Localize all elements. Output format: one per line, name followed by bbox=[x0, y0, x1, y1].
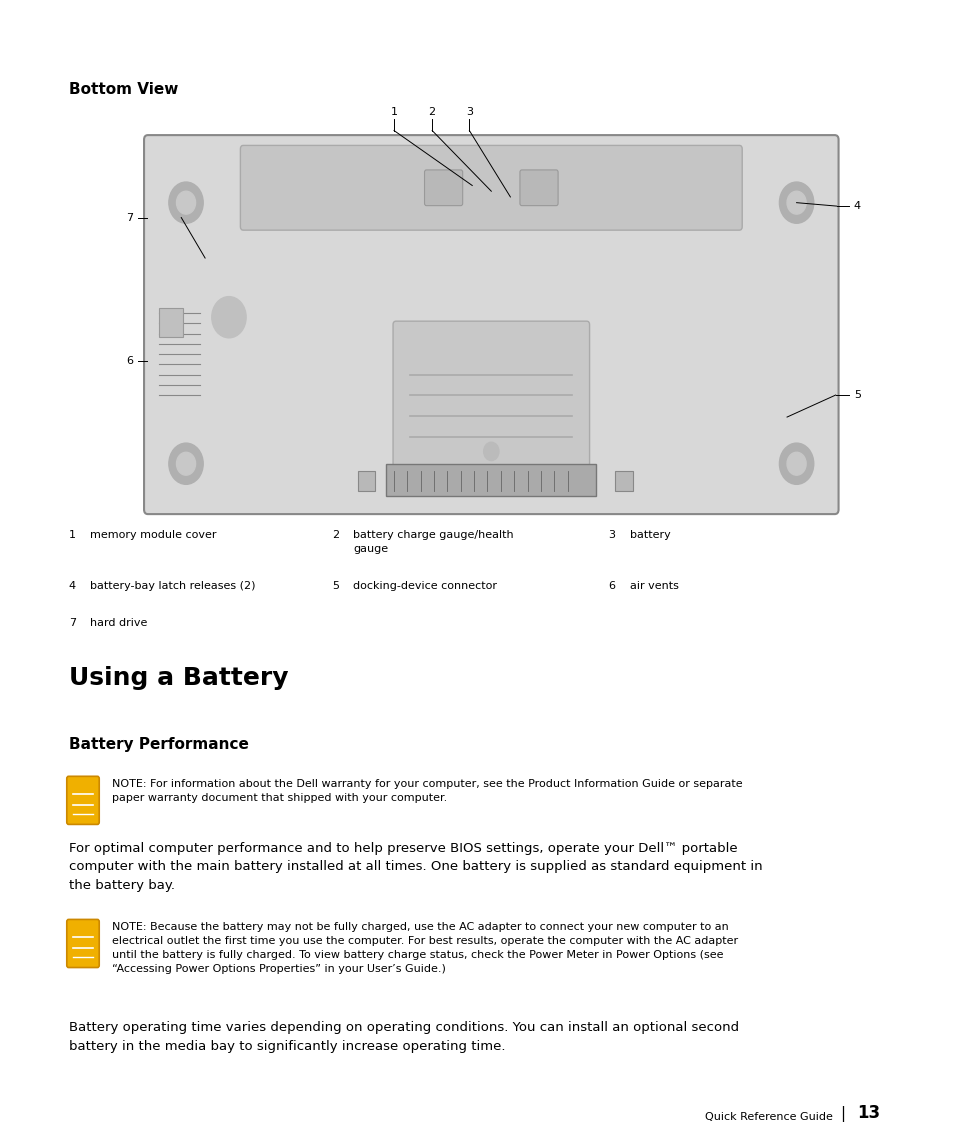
Circle shape bbox=[779, 443, 813, 484]
Text: air vents: air vents bbox=[629, 581, 678, 591]
Bar bbox=[357, 471, 375, 491]
FancyBboxPatch shape bbox=[393, 321, 589, 468]
FancyBboxPatch shape bbox=[67, 776, 99, 824]
Text: hard drive: hard drive bbox=[90, 618, 147, 629]
FancyBboxPatch shape bbox=[519, 169, 558, 206]
Text: 6: 6 bbox=[127, 356, 133, 365]
Text: For optimal computer performance and to help preserve BIOS settings, operate you: For optimal computer performance and to … bbox=[69, 842, 761, 892]
Text: 2: 2 bbox=[332, 530, 338, 540]
Text: 5: 5 bbox=[332, 581, 338, 591]
Text: NOTE: Because the battery may not be fully charged, use the AC adapter to connec: NOTE: Because the battery may not be ful… bbox=[112, 922, 737, 973]
Circle shape bbox=[176, 452, 195, 475]
Text: Battery Performance: Battery Performance bbox=[69, 737, 249, 752]
Text: 1: 1 bbox=[69, 530, 75, 540]
Text: NOTE: For information about the Dell warranty for your computer, see the Product: NOTE: For information about the Dell war… bbox=[112, 779, 741, 803]
FancyBboxPatch shape bbox=[424, 169, 462, 206]
Text: memory module cover: memory module cover bbox=[90, 530, 216, 540]
Text: 5: 5 bbox=[853, 390, 860, 400]
FancyBboxPatch shape bbox=[240, 145, 741, 230]
Circle shape bbox=[169, 182, 203, 223]
Circle shape bbox=[169, 443, 203, 484]
Bar bbox=[386, 464, 596, 496]
Bar bbox=[159, 308, 183, 337]
Text: 6: 6 bbox=[608, 581, 615, 591]
Text: 3: 3 bbox=[465, 106, 473, 117]
Text: 13: 13 bbox=[857, 1104, 880, 1122]
Text: battery-bay latch releases (2): battery-bay latch releases (2) bbox=[90, 581, 254, 591]
Text: |: | bbox=[840, 1106, 844, 1122]
Circle shape bbox=[779, 182, 813, 223]
Text: Battery operating time varies depending on operating conditions. You can install: Battery operating time varies depending … bbox=[69, 1021, 738, 1053]
Text: docking-device connector: docking-device connector bbox=[353, 581, 497, 591]
Circle shape bbox=[483, 442, 498, 460]
Text: 7: 7 bbox=[69, 618, 75, 629]
Text: 1: 1 bbox=[390, 106, 397, 117]
Circle shape bbox=[786, 452, 805, 475]
Text: 4: 4 bbox=[69, 581, 75, 591]
Text: Quick Reference Guide: Quick Reference Guide bbox=[704, 1112, 832, 1122]
Text: 2: 2 bbox=[428, 106, 436, 117]
Text: battery: battery bbox=[629, 530, 670, 540]
Text: 4: 4 bbox=[853, 202, 860, 211]
Text: 7: 7 bbox=[127, 213, 133, 222]
Bar bbox=[615, 471, 632, 491]
FancyBboxPatch shape bbox=[67, 919, 99, 968]
Text: Using a Battery: Using a Battery bbox=[69, 666, 288, 690]
Text: battery charge gauge/health
gauge: battery charge gauge/health gauge bbox=[353, 530, 513, 554]
Circle shape bbox=[176, 191, 195, 214]
Text: 3: 3 bbox=[608, 530, 615, 540]
Circle shape bbox=[212, 297, 246, 338]
Text: Bottom View: Bottom View bbox=[69, 82, 178, 97]
Circle shape bbox=[786, 191, 805, 214]
FancyBboxPatch shape bbox=[144, 135, 838, 514]
